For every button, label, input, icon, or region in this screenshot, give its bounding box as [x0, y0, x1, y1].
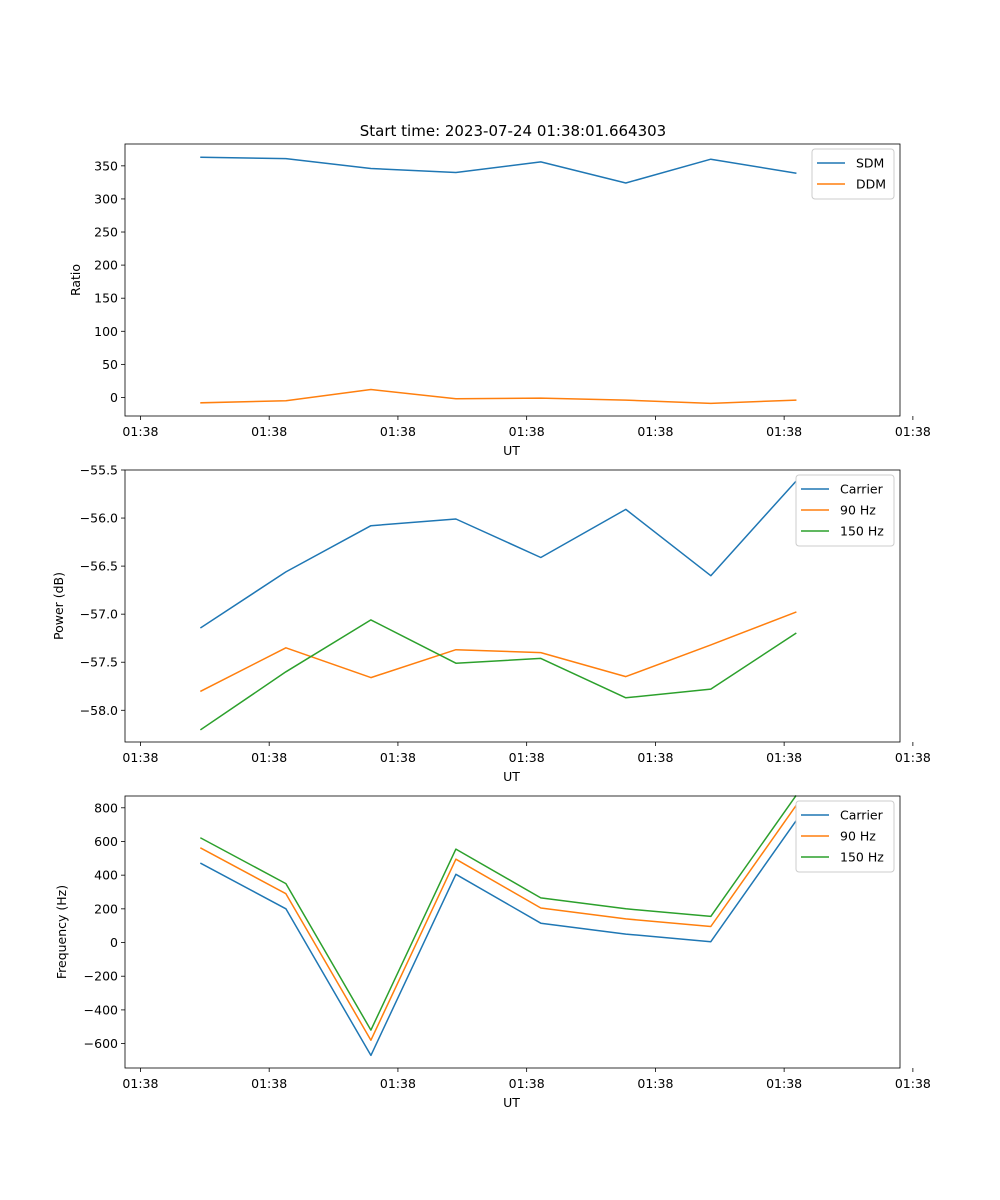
ratio-x-tick-label: 01:38: [766, 424, 802, 439]
frequency-legend-label-carrier: Carrier: [840, 808, 884, 823]
ratio-legend-label-sdm: SDM: [856, 156, 884, 171]
power-axes-frame: [124, 469, 901, 743]
frequency-x-tick-label: 01:38: [509, 1076, 545, 1091]
frequency-y-tick-label: −200: [84, 969, 118, 984]
ratio-y-tick-label: 350: [94, 158, 118, 173]
power-series-150-hz-line: [199, 619, 797, 731]
frequency-y-axis-label: Frequency (Hz): [54, 885, 69, 979]
frequency-x-tick-label: 01:38: [895, 1076, 931, 1091]
power-panel: 01:3801:3801:3801:3801:3801:3801:3801:39…: [51, 463, 931, 785]
ratio-y-tick-label: 0: [110, 390, 118, 405]
ratio-legend-box: [811, 148, 895, 200]
power-x-tick-label: 01:38: [895, 750, 931, 765]
frequency-legend-box: [795, 800, 895, 873]
ratio-y-tick-label: 150: [94, 291, 118, 306]
ratio-y-tick-label: 200: [94, 258, 118, 273]
ratio-y-tick-label: 50: [102, 357, 118, 372]
frequency-y-tick-label: 400: [94, 868, 118, 883]
frequency-series-carrier-line: [199, 820, 797, 1057]
power-x-tick-label: 01:38: [251, 750, 287, 765]
frequency-series-150-hz-line: [199, 794, 797, 1031]
ratio-y-axis-label: Ratio: [68, 264, 83, 296]
frequency-y-tick-label: 600: [94, 834, 118, 849]
frequency-x-tick-label: 01:38: [251, 1076, 287, 1091]
ratio-x-tick-label: 01:38: [637, 424, 673, 439]
chart-title: Start time: 2023-07-24 01:38:01.664303: [360, 122, 666, 140]
ratio-axes-frame: [124, 143, 901, 417]
ratio-legend: SDM DDM: [811, 148, 895, 200]
power-x-tick-label: 01:38: [637, 750, 673, 765]
ratio-legend-label-ddm: DDM: [856, 177, 886, 192]
power-y-tick-label: −58.0: [80, 703, 118, 718]
power-x-tick-label: 01:38: [380, 750, 416, 765]
ratio-y-tick-label: 100: [94, 324, 118, 339]
power-x-tick-label: 01:38: [766, 750, 802, 765]
frequency-axes-frame: [124, 795, 901, 1069]
power-series-carrier-line: [199, 480, 797, 629]
ratio-panel: 01:3801:3801:3801:3801:3801:3801:3801:39…: [68, 143, 931, 458]
power-y-tick-label: −55.5: [80, 463, 118, 478]
frequency-series-90-hz-line: [199, 805, 797, 1041]
ratio-y-tick-label: 300: [94, 191, 118, 206]
power-x-tick-label: 01:38: [509, 750, 545, 765]
frequency-x-tick-label: 01:38: [122, 1076, 158, 1091]
power-legend-label-90-hz: 90 Hz: [840, 503, 876, 518]
ratio-x-tick-label: 01:38: [380, 424, 416, 439]
ratio-series-ddm-line: [200, 388, 797, 405]
ratio-x-tick-label: 01:38: [895, 424, 931, 439]
frequency-legend-label-90-hz: 90 Hz: [840, 829, 876, 844]
frequency-panel: 01:3801:3801:3801:3801:3801:3801:3801:39…: [54, 794, 931, 1110]
frequency-legend: Carrier 90 Hz 150 Hz: [795, 800, 895, 873]
frequency-x-tick-label: 01:38: [380, 1076, 416, 1091]
power-legend-label-carrier: Carrier: [840, 482, 884, 497]
power-legend-box: [795, 474, 895, 547]
power-y-tick-label: −57.5: [80, 655, 118, 670]
power-series-90-hz-line: [199, 611, 797, 693]
ratio-y-tick-label: 250: [94, 225, 118, 240]
frequency-x-axis-label: UT: [503, 1095, 520, 1110]
power-y-tick-label: −56.0: [80, 511, 118, 526]
frequency-y-tick-label: −600: [84, 1036, 118, 1051]
power-legend: Carrier 90 Hz 150 Hz: [795, 474, 895, 547]
frequency-legend-label-150-hz: 150 Hz: [840, 850, 884, 865]
ratio-series-sdm-line: [200, 156, 797, 184]
frequency-x-tick-label: 01:38: [766, 1076, 802, 1091]
ratio-x-axis-label: UT: [503, 443, 520, 458]
frequency-y-tick-label: 800: [94, 800, 118, 815]
frequency-y-tick-label: 200: [94, 901, 118, 916]
ratio-x-tick-label: 01:38: [509, 424, 545, 439]
power-legend-label-150-hz: 150 Hz: [840, 524, 884, 539]
frequency-y-tick-label: −400: [84, 1002, 118, 1017]
ratio-x-tick-label: 01:38: [251, 424, 287, 439]
power-x-tick-label: 01:38: [122, 750, 158, 765]
frequency-y-tick-label: 0: [110, 935, 118, 950]
power-x-axis-label: UT: [503, 769, 520, 784]
power-y-tick-label: −56.5: [80, 559, 118, 574]
frequency-x-tick-label: 01:38: [637, 1076, 673, 1091]
power-y-tick-label: −57.0: [80, 607, 118, 622]
ratio-x-tick-label: 01:38: [122, 424, 158, 439]
power-y-axis-label: Power (dB): [51, 572, 66, 640]
